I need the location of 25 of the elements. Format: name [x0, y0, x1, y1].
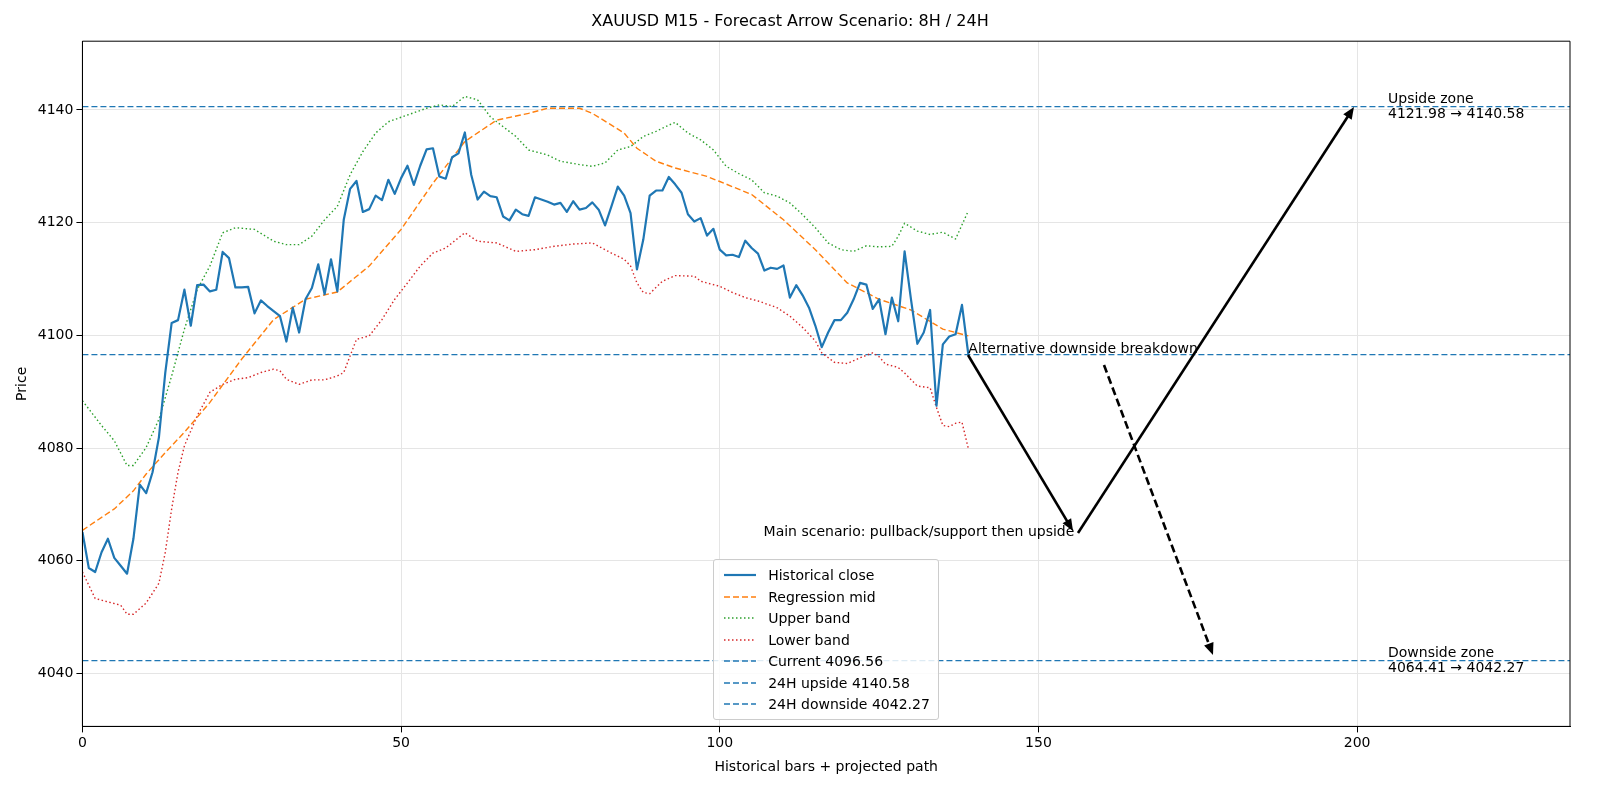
y-tick-label: 4080: [37, 438, 74, 455]
annotation: Alternative downside breakdown: [968, 340, 1198, 357]
legend-label: 24H downside 4042.27: [768, 696, 930, 713]
x-tick-label: 100: [706, 734, 734, 751]
annotation: Main scenario: pullback/support then upside: [763, 523, 1075, 540]
legend-label: Historical close: [768, 567, 875, 584]
y-tick-label: 4060: [37, 551, 74, 568]
legend-label: 24H upside 4140.58: [768, 674, 910, 691]
x-tick-label: 150: [1025, 734, 1052, 751]
y-axis-title: Price: [13, 366, 30, 401]
x-tick-label: 50: [392, 734, 411, 751]
annotation: Downside zone 4064.41 → 4042.27: [1388, 643, 1525, 675]
x-axis-title: Historical bars + projected path: [714, 758, 938, 775]
legend-label: Regression mid: [768, 588, 876, 605]
x-tick-label: 0: [77, 734, 87, 751]
y-tick-label: 4040: [37, 664, 74, 681]
chart-title: XAUUSD M15 - Forecast Arrow Scenario: 8H / 24H: [591, 10, 989, 30]
legend-label: Upper band: [768, 610, 851, 627]
x-tick-label: 200: [1343, 734, 1371, 751]
annotation: Upside zone 4121.98 → 4140.58: [1388, 89, 1525, 121]
legend-label: Current 4096.56: [768, 653, 884, 670]
y-tick-label: 4140: [37, 100, 74, 117]
legend-label: Lower band: [768, 631, 850, 648]
y-tick-label: 4100: [37, 325, 74, 342]
y-tick-label: 4120: [37, 213, 74, 230]
